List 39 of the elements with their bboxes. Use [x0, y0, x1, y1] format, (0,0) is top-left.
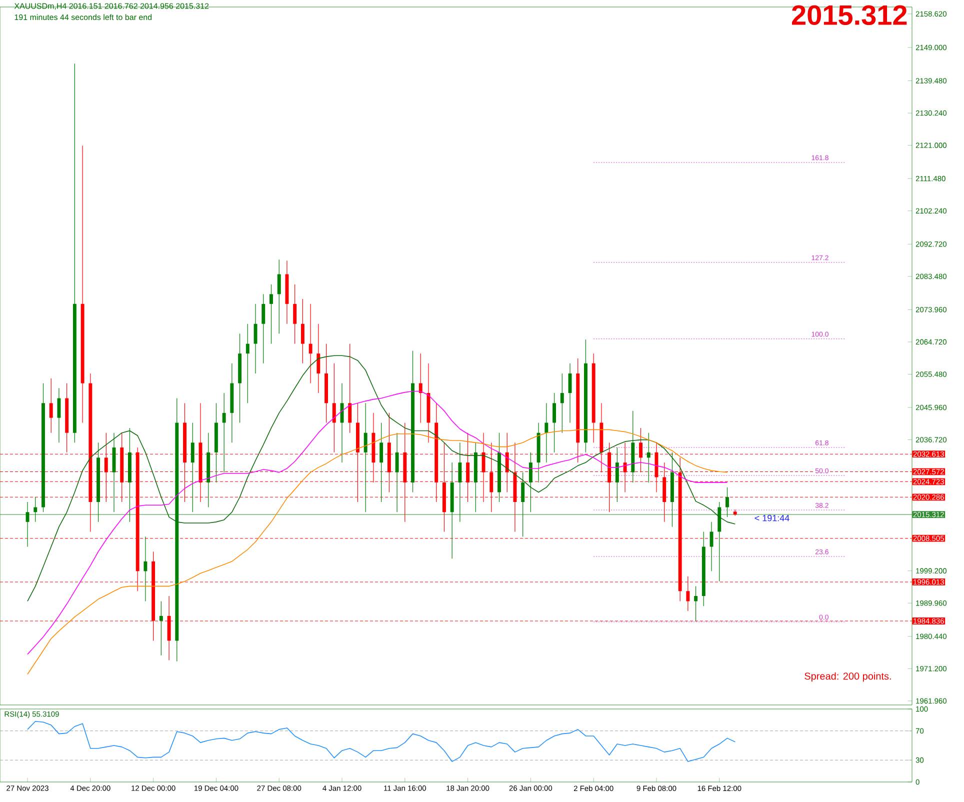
- candlestick: [646, 432, 650, 483]
- candlestick: [552, 392, 556, 453]
- candlestick: [246, 324, 250, 404]
- candlestick: [26, 502, 30, 548]
- candlestick: [521, 472, 525, 537]
- chart-title: XAUUSDm,H4 2016.151 2016.762 2014.956 2015.312: [14, 3, 209, 10]
- line-series: [27, 720, 736, 762]
- candlestick: [144, 536, 148, 602]
- candlestick: [270, 284, 273, 344]
- candlestick: [49, 378, 53, 434]
- candlestick: [560, 373, 564, 434]
- candlestick: [544, 402, 548, 463]
- candlestick: [34, 496, 38, 522]
- candlestick: [254, 304, 258, 374]
- candlestick: [418, 353, 422, 424]
- annotation: Spread: 200 points.: [804, 672, 891, 682]
- candlestick: [364, 402, 368, 512]
- annotation: < 191:44: [754, 514, 790, 522]
- candlestick: [159, 600, 163, 656]
- candlestick: [348, 343, 352, 434]
- candlestick: [222, 392, 226, 473]
- candlestick: [615, 447, 619, 502]
- candlestick: [710, 522, 714, 572]
- annotation: 2015.312: [792, 5, 907, 26]
- candlestick: [57, 388, 61, 443]
- candlestick: [300, 298, 304, 364]
- candlestick: [528, 452, 532, 512]
- candlestick: [380, 422, 384, 502]
- candlestick: [694, 586, 698, 622]
- candlestick: [316, 324, 320, 394]
- text: 191 minutes 44 seconds left to bar end: [14, 14, 152, 20]
- candlestick: [395, 432, 399, 512]
- candlestick: [262, 294, 266, 364]
- candlestick: [726, 487, 729, 518]
- candlestick: [458, 442, 462, 522]
- candlestick: [293, 284, 297, 344]
- candlestick: [308, 304, 312, 384]
- candlestick: [277, 259, 281, 334]
- candlestick: [190, 422, 194, 512]
